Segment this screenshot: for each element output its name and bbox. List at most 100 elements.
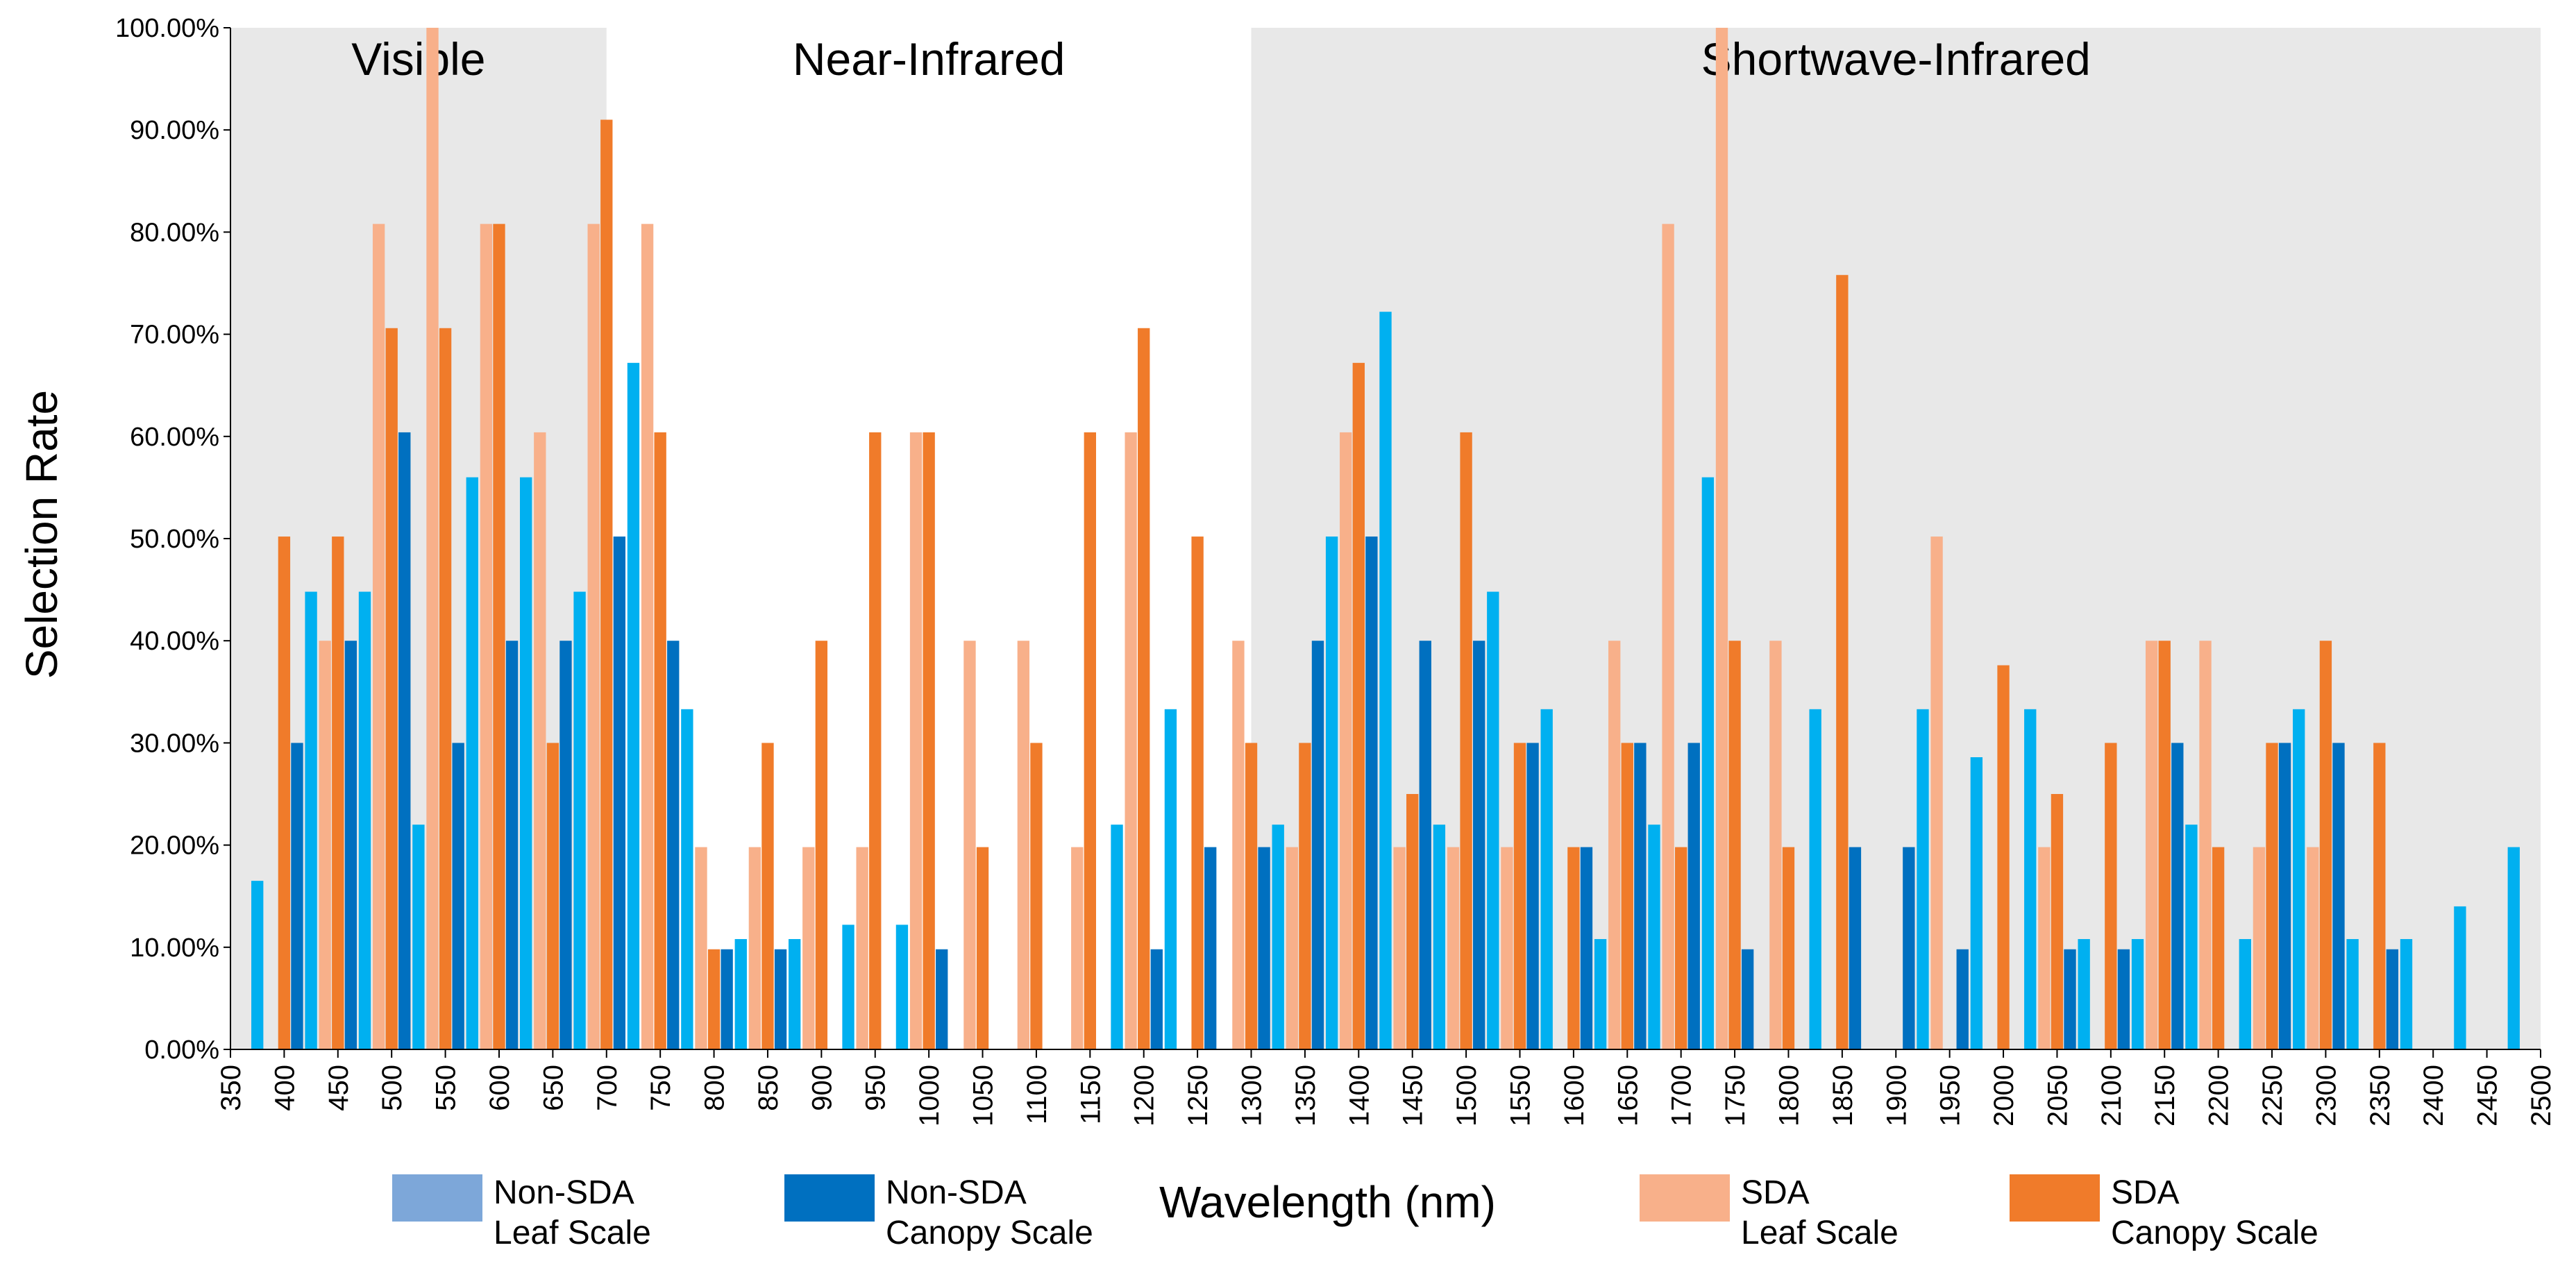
x-tick-label: 1700	[1667, 1065, 1697, 1126]
bar-series-3	[1513, 743, 1526, 1049]
bar-series-0	[842, 924, 855, 1049]
bar-series-1	[2117, 949, 2130, 1049]
x-tick-label: 1550	[1505, 1065, 1535, 1126]
legend-item-sda-canopy: SDA Canopy Scale	[2010, 1173, 2318, 1253]
y-axis-title: Selection Rate	[17, 390, 67, 679]
x-tick-label: 1750	[1720, 1065, 1751, 1126]
bar-series-2	[2253, 847, 2266, 1049]
bar-series-1	[1849, 847, 1862, 1049]
bar-series-3	[1460, 432, 1472, 1049]
bar-series-3	[1782, 847, 1795, 1049]
x-tick-label: 2200	[2204, 1065, 2234, 1126]
legend-label-line2: Canopy Scale	[886, 1215, 1093, 1251]
bar-series-3	[439, 328, 452, 1049]
bar-series-0	[1111, 825, 1123, 1049]
bar-series-3	[976, 847, 989, 1049]
bar-series-1	[1903, 847, 1915, 1049]
x-tick-label: 2350	[2365, 1065, 2396, 1126]
bar-series-1	[1580, 847, 1593, 1049]
legend-item-non-sda-leaf: Non-SDA Leaf Scale	[392, 1173, 651, 1253]
bar-series-2	[1447, 847, 1460, 1049]
bar-series-0	[2024, 709, 2037, 1049]
bar-series-2	[1071, 847, 1084, 1049]
bar-series-1	[1956, 949, 1969, 1049]
bar-series-3	[654, 432, 666, 1049]
x-tick-label: 2400	[2418, 1065, 2449, 1126]
bar-series-1	[667, 641, 680, 1049]
legend-label-line2: Leaf Scale	[1741, 1215, 1899, 1251]
bar-series-0	[1433, 825, 1446, 1049]
ticks: 0.00% 10.00% 20.00% 30.00% 40.00% 50.00% 60.00…	[115, 14, 2557, 1126]
bar-series-2	[1393, 847, 1406, 1049]
bar-series-3	[2319, 641, 2332, 1049]
x-tick-label: 900	[807, 1065, 837, 1111]
x-axis-title: Wavelength (nm)	[1159, 1177, 1496, 1227]
x-tick-label: 1850	[1828, 1065, 1858, 1126]
x-tick-label: 2150	[2150, 1065, 2180, 1126]
bar-series-1	[559, 641, 572, 1049]
x-tick-label: 2050	[2042, 1065, 2073, 1126]
legend-item-sda-leaf: SDA Leaf Scale	[1640, 1173, 1899, 1253]
bar-series-0	[788, 939, 801, 1049]
bar-series-1	[344, 641, 357, 1049]
bar-series-3	[2105, 743, 2117, 1049]
y-tick-label: 40.00%	[130, 627, 219, 656]
bar-series-2	[1608, 641, 1621, 1049]
bar-series-1	[936, 949, 948, 1049]
bar-series-0	[520, 477, 532, 1049]
bar-series-3	[1138, 328, 1150, 1049]
legend-label-line2: Canopy Scale	[2111, 1215, 2318, 1251]
y-tick-label: 60.00%	[130, 423, 219, 452]
x-tick-label: 350	[216, 1065, 246, 1111]
x-tick-label: 1100	[1022, 1065, 1052, 1124]
x-tick-label: 650	[538, 1065, 569, 1111]
bar-series-2	[587, 223, 600, 1049]
bar-series-3	[1030, 743, 1043, 1049]
legend-label-line1: Non-SDA	[886, 1174, 1027, 1211]
bar-series-0	[358, 591, 371, 1049]
x-tick-label: 2100	[2096, 1065, 2127, 1126]
x-tick-label: 600	[485, 1065, 515, 1111]
legend-label-line1: Non-SDA	[494, 1174, 634, 1211]
bar-series-0	[1540, 709, 1553, 1049]
region-label: Near-Infrared	[793, 33, 1066, 85]
bar-series-1	[1150, 949, 1163, 1049]
bar-series-3	[493, 223, 505, 1049]
bar-series-0	[2454, 906, 2466, 1049]
bar-series-1	[2332, 743, 2345, 1049]
bar-series-1	[1311, 641, 1324, 1049]
bar-series-0	[412, 825, 425, 1049]
bar-series-3	[385, 328, 398, 1049]
x-tick-label: 850	[753, 1065, 784, 1111]
bar-series-3	[332, 537, 344, 1049]
bars	[251, 28, 2520, 1049]
bar-series-3	[1245, 743, 1258, 1049]
bar-series-3	[815, 641, 828, 1049]
bar-series-3	[707, 949, 721, 1049]
bar-series-2	[2307, 847, 2319, 1049]
x-tick-label: 1500	[1451, 1065, 1482, 1126]
x-tick-label: 800	[700, 1065, 730, 1111]
legend-label-line1: SDA	[2111, 1174, 2180, 1211]
bar-series-3	[1084, 432, 1096, 1049]
region-label: Visible	[351, 33, 485, 85]
bar-series-0	[734, 939, 747, 1049]
y-tick-label: 80.00%	[130, 218, 219, 247]
bar-series-1	[1204, 847, 1217, 1049]
bar-series-0	[1272, 825, 1284, 1049]
x-tick-label: 2250	[2257, 1065, 2288, 1126]
x-tick-label: 500	[377, 1065, 407, 1111]
bar-series-1	[1365, 537, 1378, 1049]
bar-series-0	[1701, 477, 1715, 1049]
bar-series-1	[1687, 743, 1700, 1049]
bar-series-0	[2131, 939, 2144, 1049]
bar-series-0	[2239, 939, 2251, 1049]
bar-series-0	[2346, 939, 2359, 1049]
bar-series-3	[278, 537, 291, 1049]
x-tick-label: 2300	[2311, 1065, 2341, 1126]
bar-series-2	[1125, 432, 1137, 1049]
bar-series-1	[2064, 949, 2076, 1049]
bar-series-3	[1675, 847, 1687, 1049]
bar-series-2	[2145, 641, 2158, 1049]
bar-series-0	[251, 881, 264, 1049]
